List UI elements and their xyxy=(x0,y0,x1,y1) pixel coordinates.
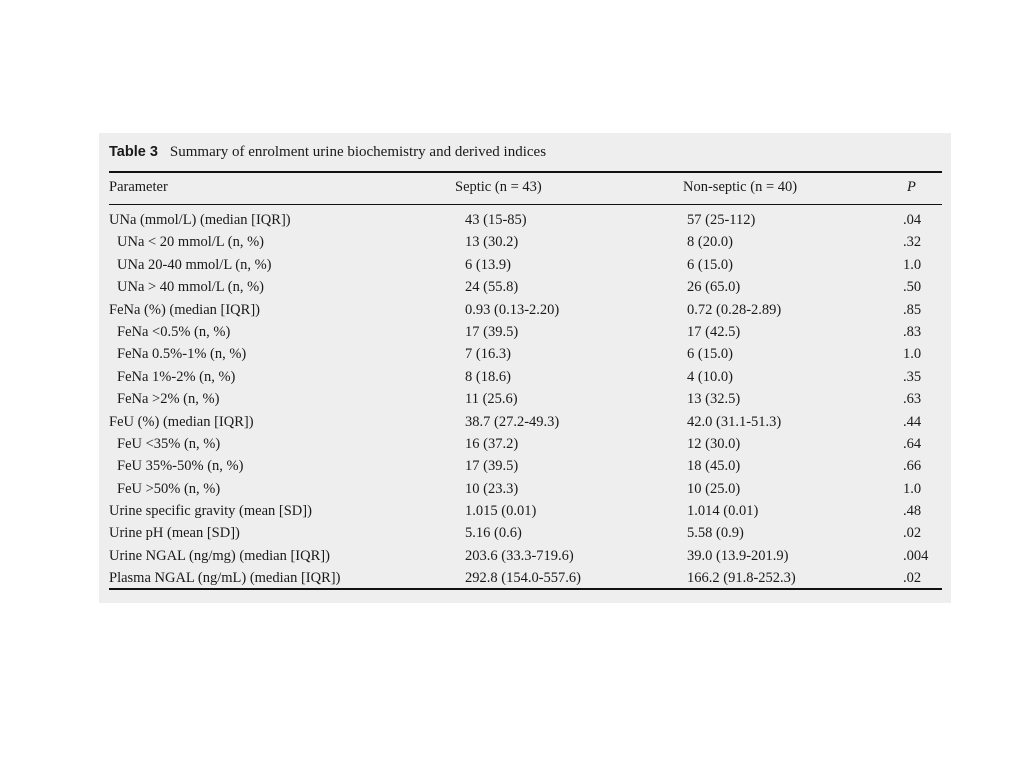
cell-nonseptic: 6 (15.0) xyxy=(687,346,733,363)
header-nonseptic: Non-septic (n = 40) xyxy=(683,179,798,195)
cell-nonseptic: 4 (10.0) xyxy=(687,368,733,385)
cell-p-value: .004 xyxy=(903,547,929,564)
table-row: FeU >50% (n, %) 10 (23.3) 10 (25.0) 1.0 xyxy=(99,478,951,500)
table-row: FeNa >2% (n, %) 11 (25.6) 13 (32.5) .63 xyxy=(99,388,951,410)
cell-p-value: .66 xyxy=(903,458,922,475)
cell-nonseptic: 0.72 (0.28-2.89) xyxy=(687,301,782,318)
cell-p-value: .04 xyxy=(903,212,922,228)
cell-p-value: 1.0 xyxy=(903,256,922,273)
cell-septic: 7 (16.3) xyxy=(465,346,511,363)
table-row: Urine specific gravity (mean [SD]) 1.015 … xyxy=(99,500,951,522)
cell-nonseptic: 26 (65.0) xyxy=(687,279,741,296)
cell-nonseptic: 39.0 (13.9-201.9) xyxy=(687,547,789,564)
cell-nonseptic: 1.014 (0.01) xyxy=(687,503,759,520)
cell-septic: 1.015 (0.01) xyxy=(465,503,537,520)
cell-p-value: .48 xyxy=(903,503,922,520)
cell-nonseptic: 10 (25.0) xyxy=(687,480,741,497)
cell-parameter: Plasma NGAL (ng/mL) (median [IQR]) xyxy=(109,570,341,587)
cell-septic: 292.8 (154.0-557.6) xyxy=(465,570,581,587)
cell-parameter: Urine NGAL (ng/mg) (median [IQR]) xyxy=(109,547,330,564)
table-row: Urine pH (mean [SD]) 5.16 (0.6) 5.58 (0.9)… xyxy=(99,522,951,544)
cell-parameter: FeNa 1%-2% (n, %) xyxy=(117,368,236,385)
table-row: FeNa 1%-2% (n, %) 8 (18.6) 4 (10.0) .35 xyxy=(99,366,951,388)
cell-p-value: .35 xyxy=(903,368,922,385)
cell-parameter: UNa 20-40 mmol/L (n, %) xyxy=(117,256,272,273)
cell-parameter: UNa < 20 mmol/L (n, %) xyxy=(117,234,264,251)
cell-p-value: .83 xyxy=(903,323,922,340)
cell-parameter: FeNa <0.5% (n, %) xyxy=(117,323,231,340)
cell-p-value: .02 xyxy=(903,525,922,542)
cell-p-value: .64 xyxy=(903,435,922,452)
cell-nonseptic: 18 (45.0) xyxy=(687,458,741,475)
cell-nonseptic: 13 (32.5) xyxy=(687,391,741,408)
table-title: Summary of enrolment urine biochemistry … xyxy=(169,144,547,160)
cell-septic: 17 (39.5) xyxy=(465,323,519,340)
cell-nonseptic: 42.0 (31.1-51.3) xyxy=(687,413,782,430)
cell-septic: 11 (25.6) xyxy=(465,391,518,408)
cell-parameter: Urine specific gravity (mean [SD]) xyxy=(109,503,312,520)
table-body: UNa (mmol/L) (median [IQR]) 43 (15-85) 57 … xyxy=(99,209,951,590)
table-number: Table 3 xyxy=(109,144,158,160)
cell-p-value: .02 xyxy=(903,570,922,587)
cell-parameter: UNa (mmol/L) (median [IQR]) xyxy=(109,212,291,228)
cell-p-value: .32 xyxy=(903,234,922,251)
table-row: FeU <35% (n, %) 16 (37.2) 12 (30.0) .64 xyxy=(99,433,951,455)
table-row: FeNa 0.5%-1% (n, %) 7 (16.3) 6 (15.0) 1.0 xyxy=(99,343,951,365)
cell-septic: 43 (15-85) xyxy=(465,212,527,228)
cell-nonseptic: 5.58 (0.9) xyxy=(687,525,744,542)
cell-p-value: .63 xyxy=(903,391,922,408)
table-row: FeNa (%) (median [IQR]) 0.93 (0.13-2.20) 0… xyxy=(99,299,951,321)
header-parameter: Parameter xyxy=(109,179,168,195)
cell-nonseptic: 17 (42.5) xyxy=(687,323,741,340)
cell-septic: 10 (23.3) xyxy=(465,480,519,497)
cell-septic: 8 (18.6) xyxy=(465,368,511,385)
cell-septic: 24 (55.8) xyxy=(465,279,519,296)
top-rule xyxy=(109,171,942,173)
cell-p-value: .50 xyxy=(903,279,922,296)
cell-p-value: .44 xyxy=(903,413,922,430)
header-rule xyxy=(109,204,942,205)
cell-nonseptic: 12 (30.0) xyxy=(687,435,741,452)
table-panel: Table 3 Summary of enrolment urine bioche… xyxy=(99,133,951,603)
cell-septic: 5.16 (0.6) xyxy=(465,525,522,542)
bottom-rule xyxy=(109,588,942,590)
cell-septic: 6 (13.9) xyxy=(465,256,511,273)
cell-parameter: FeNa >2% (n, %) xyxy=(117,391,220,408)
header-septic: Septic (n = 43) xyxy=(455,179,542,195)
cell-septic: 0.93 (0.13-2.20) xyxy=(465,301,560,318)
table-row: UNa (mmol/L) (median [IQR]) 43 (15-85) 57 … xyxy=(99,209,951,231)
cell-parameter: FeNa 0.5%-1% (n, %) xyxy=(117,346,247,363)
cell-parameter: FeU 35%-50% (n, %) xyxy=(117,458,244,475)
cell-parameter: FeNa (%) (median [IQR]) xyxy=(109,301,260,318)
table-row: Urine NGAL (ng/mg) (median [IQR]) 203.6 (… xyxy=(99,545,951,567)
table-row: FeU 35%-50% (n, %) 17 (39.5) 18 (45.0) .66 xyxy=(99,455,951,477)
cell-septic: 13 (30.2) xyxy=(465,234,519,251)
table-row: FeU (%) (median [IQR]) 38.7 (27.2-49.3) 42… xyxy=(99,411,951,433)
cell-septic: 38.7 (27.2-49.3) xyxy=(465,413,560,430)
cell-parameter: FeU >50% (n, %) xyxy=(117,480,221,497)
cell-septic: 17 (39.5) xyxy=(465,458,519,475)
table-row: UNa < 20 mmol/L (n, %) 13 (30.2) 8 (20.0).… xyxy=(99,231,951,253)
cell-septic: 203.6 (33.3-719.6) xyxy=(465,547,574,564)
cell-nonseptic: 8 (20.0) xyxy=(687,234,733,251)
cell-nonseptic: 6 (15.0) xyxy=(687,256,733,273)
cell-p-value: 1.0 xyxy=(903,346,922,363)
cell-parameter: UNa > 40 mmol/L (n, %) xyxy=(117,279,264,296)
table-caption: Table 3 Summary of enrolment urine bioche… xyxy=(109,144,546,161)
table-row: FeNa <0.5% (n, %) 17 (39.5) 17 (42.5) .83 xyxy=(99,321,951,343)
cell-p-value: .85 xyxy=(903,301,922,318)
cell-parameter: FeU (%) (median [IQR]) xyxy=(109,413,254,430)
table-row: Plasma NGAL (ng/mL) (median [IQR]) 292.8 … xyxy=(99,567,951,589)
cell-parameter: Urine pH (mean [SD]) xyxy=(109,525,240,542)
cell-nonseptic: 57 (25-112) xyxy=(687,212,756,228)
cell-p-value: 1.0 xyxy=(903,480,922,497)
cell-septic: 16 (37.2) xyxy=(465,435,519,452)
cell-nonseptic: 166.2 (91.8-252.3) xyxy=(687,570,796,587)
cell-parameter: FeU <35% (n, %) xyxy=(117,435,221,452)
table-row: UNa 20-40 mmol/L (n, %) 6 (13.9) 6 (15.0) 1… xyxy=(99,254,951,276)
header-p-value: P xyxy=(907,179,916,195)
table-row: UNa > 40 mmol/L (n, %) 24 (55.8) 26 (65.0)… xyxy=(99,276,951,298)
